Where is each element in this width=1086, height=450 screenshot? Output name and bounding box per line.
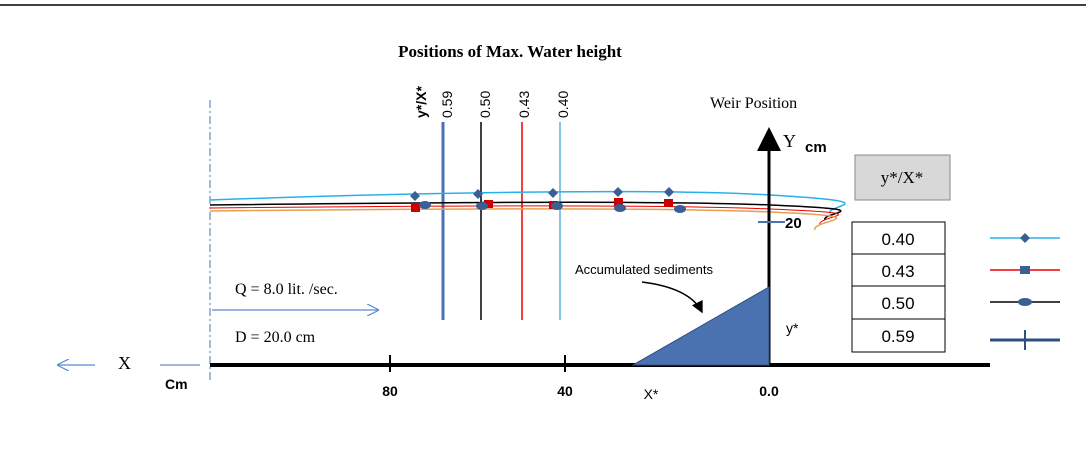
legend-row: 0.50 [881,294,914,313]
ratio-label: 0.59 [439,91,455,118]
x-tick-label: 0.0 [759,383,779,399]
x-label: X [118,353,131,373]
sediment [631,286,770,366]
legend-heading: y*/X* [881,168,924,187]
ratio-label: 0.40 [555,91,571,118]
xstar-label: X* [644,386,659,402]
title: Positions of Max. Water height [398,42,622,61]
sediment-arrow [641,281,703,314]
legend-heading-box [854,154,951,201]
x-tick-label: 40 [557,383,573,399]
ratio-heading: y*/X* [413,86,429,118]
ratio-label: 0.43 [516,91,532,118]
y-label: Y [783,131,796,151]
y-tick-label: 20 [785,215,802,232]
weir-label: Weir Position [710,95,797,112]
legend-symbols [990,233,1060,350]
depth: D = 20.0 cm [235,329,316,346]
sediment-label: Accumulated sediments [575,262,714,277]
profile [209,201,842,221]
legend-row: 0.43 [881,262,914,281]
legend-row: 0.59 [881,327,914,346]
x-unit: Cm [165,376,188,392]
x-tick-label: 80 [382,383,398,399]
y-unit: cm [805,139,827,156]
legend-row: 0.40 [881,230,914,249]
profile [209,190,846,213]
discharge: Q = 8.0 lit. /sec. [235,281,338,298]
legend-table [851,221,946,353]
ratio-label: 0.50 [477,91,493,118]
profile [209,208,838,231]
markers [410,187,686,213]
ystar-label: y* [786,320,799,336]
